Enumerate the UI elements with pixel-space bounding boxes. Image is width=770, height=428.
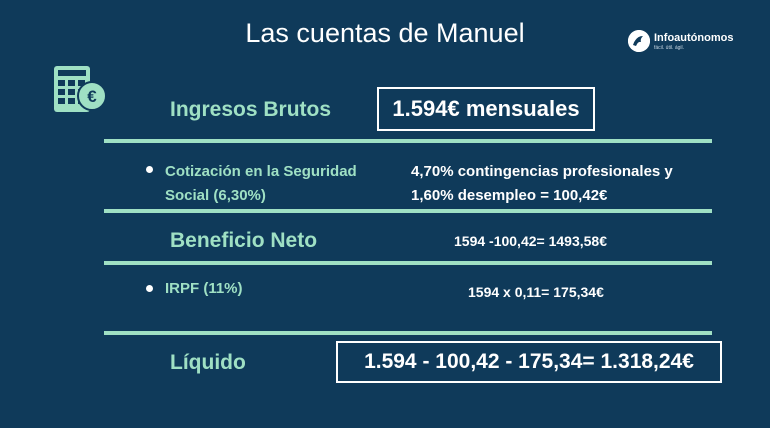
beneficio-neto-value: 1594 -100,42= 1493,58€ [454,233,607,249]
brand-name-prefix: Info [654,32,675,44]
bullet-icon [146,166,153,173]
page-title: Las cuentas de Manuel [245,18,525,48]
infoautonomos-logo-icon [628,30,650,52]
brand-name-suffix: autónomos [674,32,734,44]
irpf-label: IRPF (11%) [165,280,243,297]
cotizacion-label-line1: Cotización en la Seguridad [165,163,357,180]
ingresos-brutos-box: 1.594€ mensuales [377,87,595,131]
divider [104,209,712,213]
cotizacion-value-line1: 4,70% contingencias profesionales y [411,163,673,180]
brand-name: Infoautónomos [654,32,733,44]
ingresos-brutos-label: Ingresos Brutos [170,98,332,121]
calculator-euro-icon: € [54,66,108,116]
cotizacion-value-line2: 1,60% desempleo = 100,42€ [411,187,608,204]
irpf-value: 1594 x 0,11= 175,34€ [468,284,604,300]
liquido-value: 1.594 - 100,42 - 175,34= 1.318,24€ [364,350,694,373]
liquido-box: 1.594 - 100,42 - 175,34= 1.318,24€ [336,341,722,383]
divider [104,139,712,143]
cotizacion-label-line2: Social (6,30%) [165,187,266,204]
beneficio-neto-label: Beneficio Neto [170,229,318,252]
divider [104,331,712,335]
divider [104,261,712,265]
svg-text:€: € [87,87,97,106]
cotizacion-label: Cotización en la Seguridad Social (6,30%… [165,160,357,208]
brand-tagline: fácil. útil. ágil. [654,45,685,51]
cotizacion-value: 4,70% contingencias profesionales y 1,60… [411,160,673,208]
bullet-icon [146,285,153,292]
ingresos-brutos-value: 1.594€ mensuales [392,96,580,121]
liquido-label: Líquido [170,351,246,374]
brand-logo: Infoautónomos fácil. útil. ágil. [628,30,768,58]
